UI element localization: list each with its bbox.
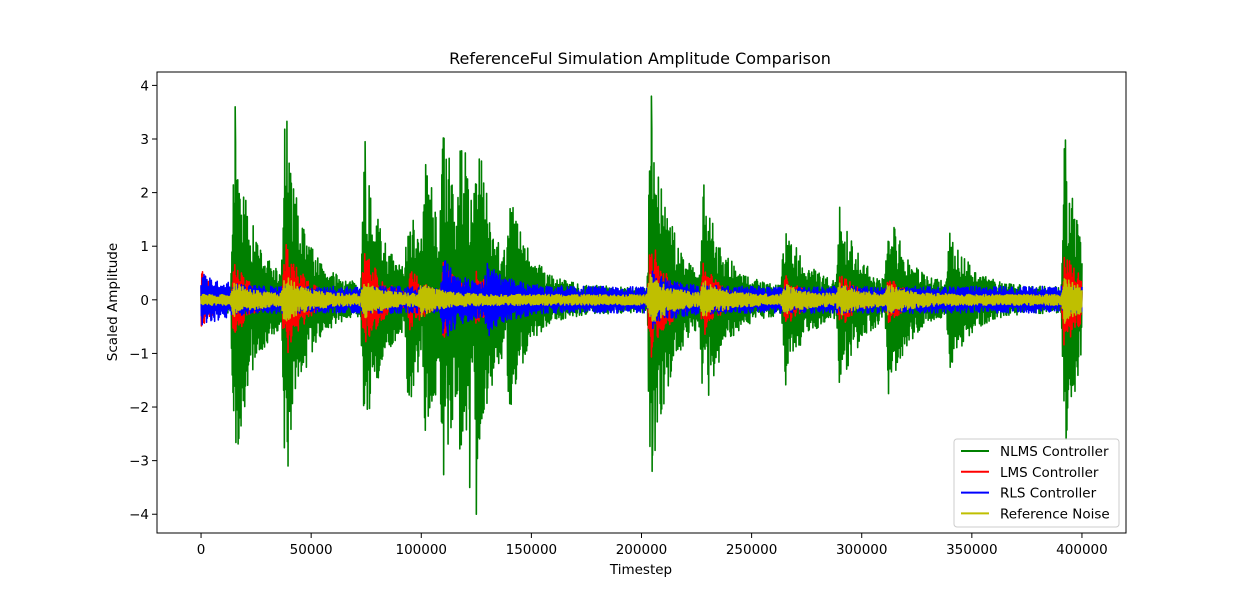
y-tick-label: 2 — [140, 186, 149, 202]
y-tick-label: 4 — [140, 78, 149, 94]
chart-title: ReferenceFul Simulation Amplitude Compar… — [449, 49, 831, 68]
legend-box — [953, 438, 1120, 528]
x-tick-label: 200000 — [616, 542, 668, 558]
y-tick-label: 1 — [140, 239, 149, 255]
x-axis-label: Timestep — [609, 562, 672, 578]
legend: NLMS Controller LMS Controller RLS Control… — [953, 438, 1120, 528]
y-tick-label: −4 — [129, 507, 149, 523]
y-axis-label: Scaled Amplitude — [105, 243, 121, 361]
series-layer — [200, 95, 1083, 516]
x-tick-label: 0 — [197, 542, 206, 558]
x-tick-label: 50000 — [290, 542, 333, 558]
y-tick-label: −3 — [129, 454, 149, 470]
y-tick-label: 3 — [140, 132, 149, 148]
x-tick-label: 150000 — [506, 542, 558, 558]
x-tick-label: 400000 — [1056, 542, 1108, 558]
y-tick-label: 0 — [140, 293, 149, 309]
y-axis: −4 −3 −2 −1 0 1 2 3 4 — [129, 78, 157, 523]
x-tick-label: 300000 — [836, 542, 888, 558]
y-tick-label: −2 — [129, 400, 149, 416]
legend-entry-label: LMS Controller — [1000, 465, 1099, 481]
series-line-rls-controller — [200, 260, 1083, 337]
legend-entry-label: RLS Controller — [1000, 486, 1097, 502]
legend-entry-label: NLMS Controller — [1000, 444, 1109, 460]
x-axis: 0 50000 100000 150000 200000 250000 300000 3500… — [197, 533, 1108, 558]
x-tick-label: 100000 — [395, 542, 447, 558]
x-tick-label: 250000 — [726, 542, 778, 558]
y-tick-label: −1 — [129, 346, 149, 362]
series-line-reference-noise — [200, 273, 1083, 324]
x-tick-label: 350000 — [946, 542, 998, 558]
legend-entry-label: Reference Noise — [1000, 506, 1110, 522]
